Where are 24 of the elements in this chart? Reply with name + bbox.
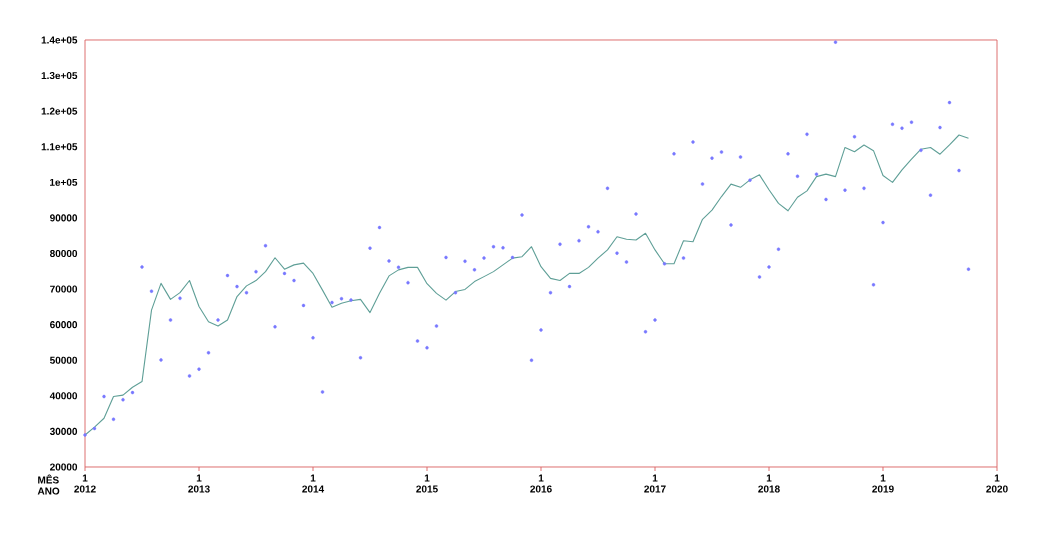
y-tick-label: 30000 (49, 427, 78, 435)
line-series (84, 134, 970, 436)
x-tick-label: 1 2019 (872, 474, 894, 493)
y-tick-label: 1e+05 (50, 178, 78, 186)
x-tick-label: 1 2012 (74, 474, 96, 493)
y-tick-label: 20000 (50, 463, 78, 471)
x-tick-label: 1 2017 (644, 474, 666, 493)
y-tick-label: 1.1e+05 (41, 143, 78, 151)
x-axis-title: MÊS ANO (37, 474, 60, 495)
x-tick-label: 1 2020 (986, 474, 1008, 493)
y-tick-label: 90000 (50, 214, 78, 222)
y-tick-label: 80000 (49, 249, 78, 258)
y-tick-label: 50000 (49, 356, 78, 364)
y-tick-label: 60000 (50, 321, 78, 329)
x-tick-label: 1 2016 (530, 474, 552, 493)
x-tick-label: 1 2014 (302, 474, 325, 493)
y-tick-label: 1.3e+05 (41, 72, 78, 80)
y-tick-label: 70000 (50, 285, 78, 293)
x-tick-label: 1 2013 (188, 474, 210, 493)
x-tick-label: 1 2015 (416, 474, 438, 493)
x-tick-label: 1 2018 (758, 474, 780, 493)
y-tick-label: 1.4e+05 (41, 36, 78, 44)
y-tick-label: 1.2e+05 (41, 107, 78, 115)
y-tick-label: 40000 (49, 392, 78, 400)
